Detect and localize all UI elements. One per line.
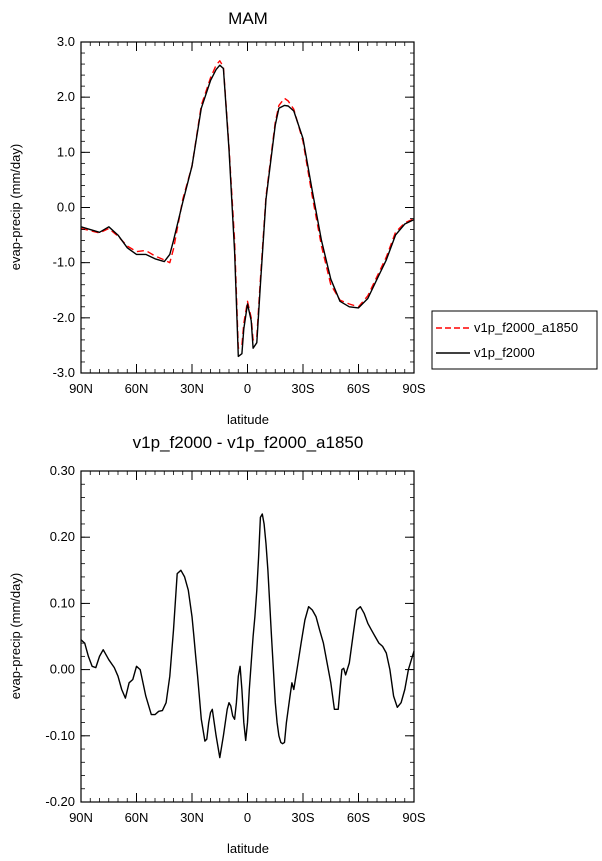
top-x-axis-label: latitude xyxy=(227,412,269,427)
bottom-x-tick-label: 0 xyxy=(244,810,251,825)
bottom-y-tick-label: 0.20 xyxy=(50,529,75,544)
top-y-tick-label: 2.0 xyxy=(57,89,75,104)
top-y-tick-label: 1.0 xyxy=(57,144,75,159)
bottom-panel: v1p_f2000 - v1p_f2000_a1850 0.30 0.20 0.10… xyxy=(8,433,426,856)
top-x-tick-label: 30N xyxy=(180,381,204,396)
bottom-y-tick-label: 0.10 xyxy=(50,595,75,610)
top-x-tick-label: 30S xyxy=(291,381,314,396)
top-y-tick-label: -1.0 xyxy=(53,255,75,270)
bottom-series-line-v1p-f2000 xyxy=(80,513,415,759)
top-y-tick-label: 0.0 xyxy=(57,200,75,215)
top-y-axis-label: evap-precip (mm/day) xyxy=(8,144,23,270)
top-y-tick-label: -3.0 xyxy=(53,365,75,380)
bottom-y-tick-label: 0.30 xyxy=(50,463,75,478)
bottom-chart-title: v1p_f2000 - v1p_f2000_a1850 xyxy=(133,433,364,452)
top-x-tick-label: 60N xyxy=(125,381,149,396)
bottom-x-axis-label: latitude xyxy=(227,841,269,856)
legend-label-a1850: v1p_f2000_a1850 xyxy=(474,320,578,335)
top-y-tick-label: -2.0 xyxy=(53,310,75,325)
top-chart-title: MAM xyxy=(228,9,268,28)
bottom-x-tick-label: 90N xyxy=(69,810,93,825)
legend-label-f2000: v1p_f2000 xyxy=(474,345,535,360)
top-plot-frame xyxy=(80,41,415,374)
bottom-x-tick-label: 30S xyxy=(291,810,314,825)
top-series-line-v1p-f2000 xyxy=(80,64,415,358)
bottom-x-tick-label: 30N xyxy=(180,810,204,825)
bottom-x-tick-label: 60N xyxy=(125,810,149,825)
top-x-tick-label: 90N xyxy=(69,381,93,396)
top-x-tick-label: 0 xyxy=(244,381,251,396)
legend-box xyxy=(431,310,598,370)
bottom-y-tick-label: -0.10 xyxy=(45,728,75,743)
bottom-y-tick-label: -0.20 xyxy=(45,794,75,809)
bottom-y-axis-label: evap-precip (mm/day) xyxy=(8,573,23,699)
bottom-x-tick-label: 60S xyxy=(347,810,370,825)
top-x-tick-label: 90S xyxy=(402,381,425,396)
legend: v1p_f2000_a1850 v1p_f2000 xyxy=(431,310,598,370)
bottom-plot-lines xyxy=(80,513,415,759)
bottom-x-tick-label: 90S xyxy=(402,810,425,825)
top-x-tick-label: 60S xyxy=(347,381,370,396)
top-plot-lines xyxy=(80,60,415,358)
bottom-plot-frame xyxy=(80,470,415,803)
top-y-tick-label: 3.0 xyxy=(57,34,75,49)
bottom-y-tick-label: 0.00 xyxy=(50,662,75,677)
